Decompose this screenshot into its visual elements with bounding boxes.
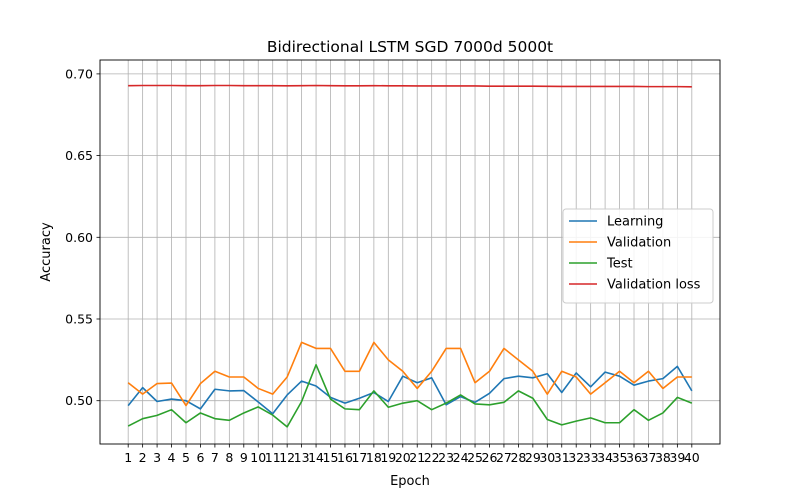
x-tick-label: 8 <box>225 450 233 465</box>
x-tick-label: 30 <box>539 450 555 465</box>
x-tick-label: 13 <box>294 450 310 465</box>
x-tick-label: 7 <box>211 450 219 465</box>
x-tick-label: 35 <box>612 450 628 465</box>
x-axis: 1 2 3 4 5 6 7 8 9 1011121314151617181920212223242… <box>124 444 700 465</box>
series-lines <box>127 84 693 428</box>
x-tick-label: 25 <box>467 450 483 465</box>
y-tick-label: 0.65 <box>65 148 93 163</box>
legend-label: Test <box>606 257 633 272</box>
x-tick-label: 33 <box>583 450 599 465</box>
x-tick-label: 1 <box>124 450 132 465</box>
x-tick-label: 31 <box>554 450 570 465</box>
x-tick-label: 15 <box>323 450 339 465</box>
x-tick-label: 9 <box>240 450 248 465</box>
x-tick-label: 14 <box>308 450 324 465</box>
x-tick-label: 11 <box>265 450 281 465</box>
x-tick-label: 24 <box>453 450 469 465</box>
x-tick-label: 19 <box>380 450 396 465</box>
x-tick-label: 22 <box>424 450 440 465</box>
x-tick-label: 12 <box>279 450 295 465</box>
plot-area-frame <box>99 59 721 445</box>
x-tick-label: 38 <box>655 450 671 465</box>
x-tick-label: 40 <box>684 450 700 465</box>
y-tick-label: 0.55 <box>65 311 93 326</box>
x-tick-label: 10 <box>250 450 266 465</box>
x-tick-label: 16 <box>337 450 353 465</box>
x-tick-label: 5 <box>182 450 190 465</box>
x-tick-label: 3 <box>153 450 161 465</box>
y-tick-label: 0.50 <box>65 393 93 408</box>
y-axis-label: Accuracy <box>39 222 54 282</box>
x-tick-label: 23 <box>438 450 454 465</box>
x-tick-label: 2 <box>139 450 147 465</box>
x-tick-label: 20 <box>395 450 411 465</box>
x-tick-label: 18 <box>366 450 382 465</box>
x-tick-label: 34 <box>597 450 613 465</box>
x-tick-label: 4 <box>168 450 176 465</box>
legend-label: Validation loss <box>607 278 701 293</box>
chart-title: Bidirectional LSTM SGD 7000d 5000t <box>267 38 553 56</box>
x-tick-label: 36 <box>626 450 642 465</box>
grid-lines <box>100 60 720 444</box>
y-tick-label: 0.60 <box>65 230 93 245</box>
x-tick-label: 21 <box>409 450 425 465</box>
x-tick-label: 32 <box>568 450 584 465</box>
x-tick-label: 28 <box>510 450 526 465</box>
y-axis: 0.50 0.55 0.60 0.65 0.70 <box>65 66 100 408</box>
x-tick-label: 6 <box>196 450 204 465</box>
legend-box <box>562 208 714 304</box>
x-tick-label: 37 <box>641 450 657 465</box>
legend: Learning Validation Test Validation loss <box>562 208 714 304</box>
x-tick-label: 26 <box>482 450 498 465</box>
legend-label: Learning <box>607 215 663 230</box>
x-tick-label: 17 <box>351 450 367 465</box>
series-line-validation-loss <box>128 84 692 88</box>
series-line-validation <box>127 341 692 407</box>
x-axis-label: Epoch <box>390 474 430 489</box>
x-tick-label: 27 <box>496 450 512 465</box>
series-line-test <box>127 363 693 428</box>
legend-label: Validation <box>607 236 671 251</box>
x-tick-label: 39 <box>669 450 685 465</box>
y-tick-label: 0.70 <box>65 66 93 81</box>
x-tick-label: 29 <box>525 450 541 465</box>
